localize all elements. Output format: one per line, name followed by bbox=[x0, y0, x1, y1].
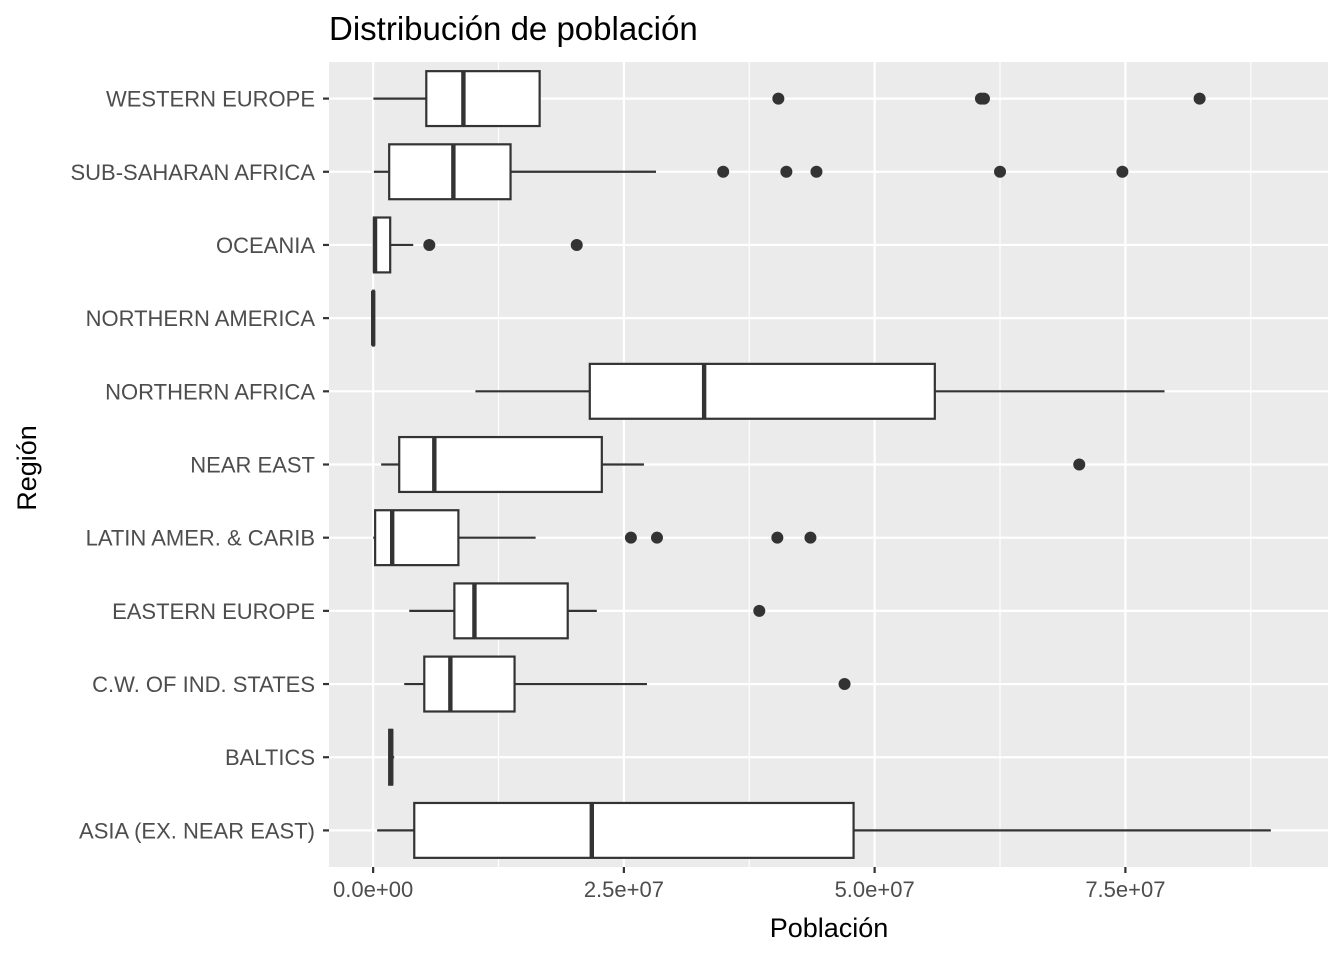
box-iqr bbox=[588, 362, 936, 420]
outlier-point bbox=[1193, 92, 1206, 105]
box-iqr bbox=[453, 582, 569, 640]
outlier-point bbox=[1116, 165, 1129, 178]
box-series bbox=[371, 70, 1271, 859]
outlier-point bbox=[1073, 458, 1086, 471]
outlier-point bbox=[772, 92, 785, 105]
box-group bbox=[372, 216, 583, 274]
y-tick-label: WESTERN EUROPE bbox=[106, 87, 315, 112]
x-tick-label: 7.5e+07 bbox=[1085, 877, 1165, 902]
box-group bbox=[373, 143, 1129, 201]
outlier-point bbox=[780, 165, 793, 178]
y-tick-label: BALTICS bbox=[225, 745, 315, 770]
box-group bbox=[373, 70, 1206, 128]
x-tick-label: 5.0e+07 bbox=[835, 877, 915, 902]
outlier-point bbox=[810, 165, 823, 178]
outlier-point bbox=[753, 604, 766, 617]
outlier-point bbox=[570, 238, 583, 251]
box-group bbox=[371, 289, 376, 347]
y-tick-label: EASTERN EUROPE bbox=[112, 599, 315, 624]
y-tick-label: NORTHERN AFRICA bbox=[105, 379, 315, 404]
outlier-point bbox=[717, 165, 730, 178]
box-iqr bbox=[388, 143, 512, 201]
y-tick-label: OCEANIA bbox=[216, 233, 315, 258]
box-group bbox=[409, 582, 766, 640]
outlier-point bbox=[771, 531, 784, 544]
outlier-point bbox=[977, 92, 990, 105]
outlier-point bbox=[994, 165, 1007, 178]
box-group bbox=[377, 801, 1271, 859]
x-tick-label: 2.5e+07 bbox=[584, 877, 664, 902]
outlier-point bbox=[650, 531, 663, 544]
chart-title: Distribución de población bbox=[329, 10, 698, 47]
y-tick-label: C.W. OF IND. STATES bbox=[92, 672, 315, 697]
y-axis-title: Región bbox=[12, 425, 42, 511]
box-group bbox=[381, 435, 1086, 494]
box-iqr bbox=[374, 509, 460, 567]
y-axis: WESTERN EUROPE SUB-SAHARAN AFRICA OCEANIA N… bbox=[71, 87, 329, 843]
box-iqr bbox=[423, 655, 516, 713]
box-iqr bbox=[413, 801, 855, 859]
y-tick-label: SUB-SAHARAN AFRICA bbox=[71, 160, 316, 185]
box-group bbox=[373, 509, 817, 567]
outlier-point bbox=[624, 531, 637, 544]
y-tick-label: NORTHERN AMERICA bbox=[86, 306, 316, 331]
box-iqr bbox=[398, 435, 603, 494]
x-axis-title: Población bbox=[770, 913, 889, 943]
outlier-point bbox=[804, 531, 817, 544]
box-group bbox=[475, 362, 1165, 420]
y-tick-label: ASIA (EX. NEAR EAST) bbox=[79, 818, 315, 843]
x-tick-label: 0.0e+00 bbox=[333, 877, 413, 902]
y-tick-label: NEAR EAST bbox=[190, 453, 315, 478]
outlier-point bbox=[423, 238, 436, 251]
outlier-point bbox=[838, 678, 851, 691]
x-axis: 0.0e+00 2.5e+07 5.0e+07 7.5e+07 bbox=[333, 867, 1165, 902]
box-group bbox=[404, 655, 851, 713]
y-tick-label: LATIN AMER. & CARIB bbox=[86, 526, 315, 551]
box-iqr bbox=[425, 70, 541, 128]
box-group bbox=[388, 728, 395, 786]
